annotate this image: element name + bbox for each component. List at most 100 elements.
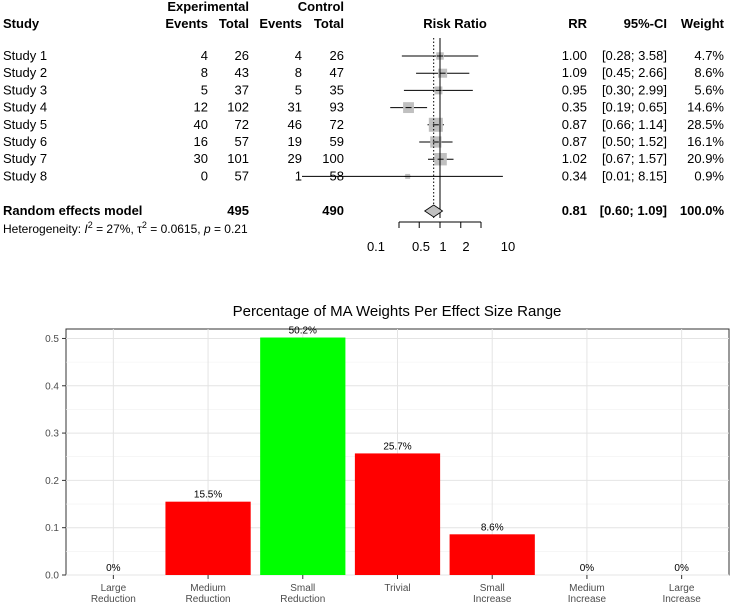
study-name: Study 4 [3, 100, 47, 115]
col-weight: Weight [681, 16, 725, 31]
pooled-diamond [423, 204, 444, 218]
rr-value: 0.34 [562, 168, 587, 183]
forest-tick-label: 1 [439, 239, 446, 254]
bar-value-label: 8.6% [481, 522, 504, 533]
weight-value: 0.9% [694, 168, 724, 183]
total-e: 43 [235, 65, 249, 80]
total-e: 57 [235, 134, 249, 149]
total-c: 35 [330, 82, 344, 97]
weight-value: 4.7% [694, 48, 724, 63]
forest-tick-label: 2 [462, 239, 469, 254]
total-e: 37 [235, 82, 249, 97]
study-name: Study 5 [3, 117, 47, 132]
events-c: 31 [288, 100, 302, 115]
total-e: 57 [235, 168, 249, 183]
col-study: Study [3, 16, 40, 31]
weight-value: 5.6% [694, 82, 724, 97]
events-c: 8 [295, 65, 302, 80]
pooled-weight: 100.0% [680, 203, 725, 218]
bar-value-label: 15.5% [194, 490, 222, 501]
ci-value: [0.30; 2.99] [602, 82, 667, 97]
weight-value: 20.9% [687, 151, 724, 166]
bar-value-label: 0% [674, 563, 689, 574]
ci-value: [0.19; 0.65] [602, 100, 667, 115]
events-c: 4 [295, 48, 302, 63]
weight-value: 8.6% [694, 65, 724, 80]
y-tick-label: 0.3 [45, 429, 59, 440]
total-c: 100 [322, 151, 344, 166]
ci-value: [0.01; 8.15] [602, 168, 667, 183]
events-e: 8 [201, 65, 208, 80]
pooled-label: Random effects model [3, 203, 142, 218]
ci-value: [0.28; 3.58] [602, 48, 667, 63]
col-rr: RR [568, 16, 587, 31]
bar [165, 501, 251, 575]
events-c: 46 [288, 117, 302, 132]
bar [354, 453, 441, 575]
events-e: 0 [201, 168, 208, 183]
header-control: Control [298, 0, 344, 14]
y-tick-label: 0.5 [45, 334, 59, 345]
pooled-total-c: 490 [322, 203, 344, 218]
total-c: 72 [330, 117, 344, 132]
total-c: 47 [330, 65, 344, 80]
total-e: 101 [227, 151, 249, 166]
events-e: 16 [194, 134, 208, 149]
col-total-c: Total [314, 16, 344, 31]
events-e: 4 [201, 48, 208, 63]
total-e: 72 [235, 117, 249, 132]
forest-tick-label: 10 [501, 239, 515, 254]
events-c: 1 [295, 168, 302, 183]
rr-value: 0.87 [562, 134, 587, 149]
x-tick-label: Large Reduction [91, 583, 136, 605]
x-tick-label: Small Reduction [280, 583, 325, 605]
ci-value: [0.66; 1.14] [602, 117, 667, 132]
events-c: 29 [288, 151, 302, 166]
pooled-ci: [0.60; 1.09] [600, 203, 667, 218]
bar-value-label: 0% [106, 563, 121, 574]
x-tick-label: Medium Increase [568, 583, 607, 605]
ci-value: [0.67; 1.57] [602, 151, 667, 166]
study-name: Study 3 [3, 82, 47, 97]
weight-value: 28.5% [687, 117, 724, 132]
ci-value: [0.50; 1.52] [602, 134, 667, 149]
header-experimental: Experimental [167, 0, 249, 14]
events-e: 30 [194, 151, 208, 166]
study-name: Study 8 [3, 168, 47, 183]
forest-plot: Experimental Control Study Events Total … [3, 0, 725, 254]
total-c: 26 [330, 48, 344, 63]
col-risk-ratio: Risk Ratio [423, 16, 487, 31]
total-c: 59 [330, 134, 344, 149]
study-name: Study 1 [3, 48, 47, 63]
events-e: 5 [201, 82, 208, 97]
study-name: Study 6 [3, 134, 47, 149]
x-tick-label: Small Increase [473, 583, 512, 605]
events-e: 12 [194, 100, 208, 115]
study-name: Study 7 [3, 151, 47, 166]
rr-value: 1.00 [562, 48, 587, 63]
y-tick-label: 0.4 [45, 381, 59, 392]
y-tick-label: 0.2 [45, 476, 59, 487]
study-name: Study 2 [3, 65, 47, 80]
x-tick-label: Large Increase [662, 583, 701, 605]
x-tick-label: Medium Reduction [186, 583, 231, 605]
col-total-e: Total [219, 16, 249, 31]
col-events-e: Events [165, 16, 208, 31]
weight-value: 16.1% [687, 134, 724, 149]
y-tick-label: 0.1 [45, 523, 59, 534]
bar-value-label: 50.2% [289, 326, 317, 337]
bar [260, 337, 346, 575]
events-c: 5 [295, 82, 302, 97]
total-e: 26 [235, 48, 249, 63]
heterogeneity-text: Heterogeneity: I2 = 27%, τ2 = 0.0615, p … [3, 220, 248, 236]
bar-value-label: 25.7% [383, 441, 411, 452]
pooled-total-e: 495 [227, 203, 249, 218]
rr-value: 0.95 [562, 82, 587, 97]
total-e: 102 [227, 100, 249, 115]
rr-value: 0.87 [562, 117, 587, 132]
forest-tick-label: 0.5 [412, 239, 430, 254]
col-events-c: Events [259, 16, 302, 31]
rr-value: 1.09 [562, 65, 587, 80]
total-c: 93 [330, 100, 344, 115]
y-tick-label: 0.0 [45, 571, 59, 582]
